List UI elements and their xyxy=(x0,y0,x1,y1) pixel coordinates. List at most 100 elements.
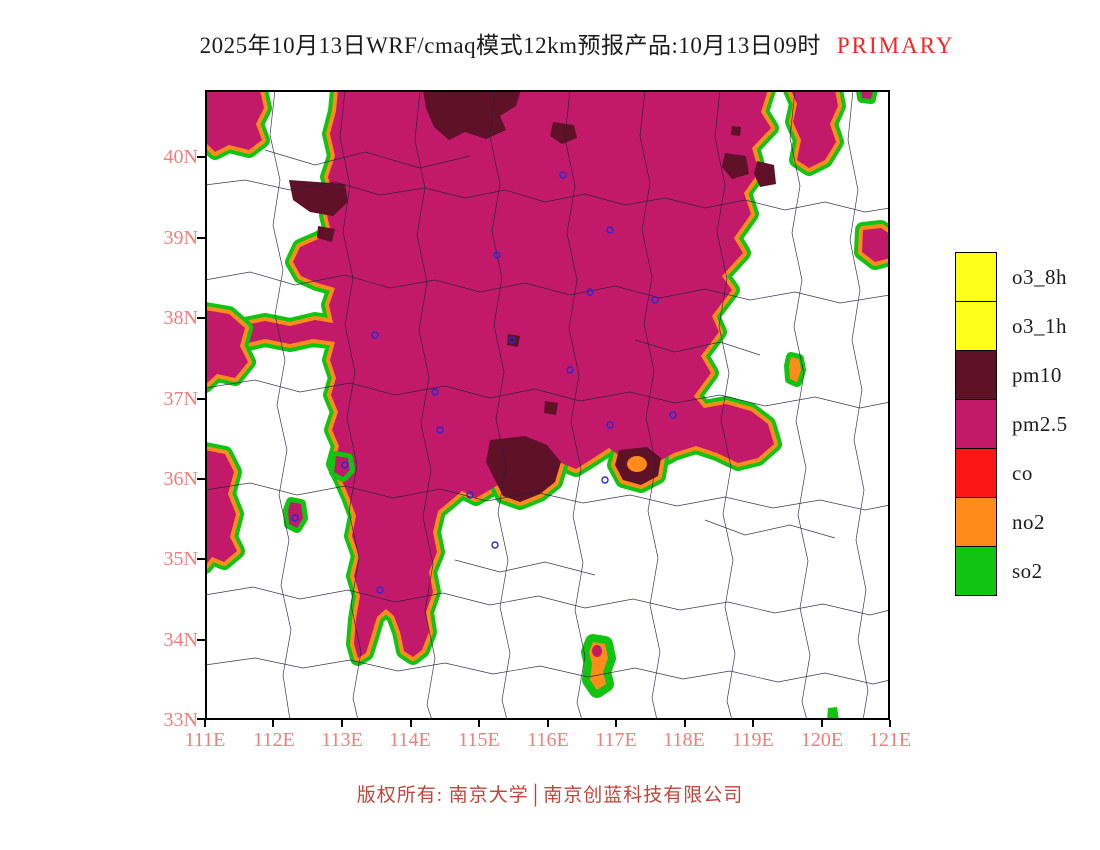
county-boundaries xyxy=(205,90,890,720)
pm10-patch xyxy=(544,401,558,415)
legend-item: so2 xyxy=(955,546,1068,596)
city-marker xyxy=(371,331,379,339)
city-marker xyxy=(601,476,609,484)
pm10-patch xyxy=(754,161,776,187)
y-axis-tick xyxy=(197,317,205,319)
x-axis-label: 117E xyxy=(595,729,637,751)
legend-label: so2 xyxy=(1012,558,1043,583)
x-axis-tick xyxy=(204,720,206,727)
city-marker xyxy=(491,541,499,549)
city-marker xyxy=(436,426,444,434)
y-axis-label: 40N xyxy=(163,146,198,168)
y-axis-label: 36N xyxy=(163,468,198,490)
y-axis-tick xyxy=(197,237,205,239)
x-axis-tick xyxy=(752,720,754,727)
no2-spot-bottom-center xyxy=(581,634,616,698)
x-axis-label: 111E xyxy=(184,729,226,751)
x-axis-label: 118E xyxy=(663,729,705,751)
map-panel xyxy=(205,90,890,720)
legend-label: no2 xyxy=(1012,509,1045,534)
x-axis-tick xyxy=(684,720,686,727)
map-svg xyxy=(205,90,890,720)
legend-label: pm10 xyxy=(1012,362,1062,387)
y-axis-label: 33N xyxy=(163,709,198,731)
pm10-patch xyxy=(486,436,561,502)
title-text: 2025年10月13日WRF/cmaq模式12km预报产品:10月13日09时 xyxy=(199,33,821,58)
legend-item: pm2.5 xyxy=(955,399,1068,449)
map-frame xyxy=(205,90,890,720)
x-axis-label: 112E xyxy=(253,729,295,751)
legend-label: co xyxy=(1012,460,1033,485)
x-axis-label: 121E xyxy=(868,729,912,751)
y-axis-label: 39N xyxy=(163,227,198,249)
copyright-footer: 版权所有: 南京大学│南京创蓝科技有限公司 xyxy=(356,785,744,806)
page-title: 2025年10月13日WRF/cmaq模式12km预报产品:10月13日09时 P… xyxy=(27,26,1100,60)
y-axis-tick xyxy=(197,718,205,720)
city-marker xyxy=(606,421,614,429)
no2-core-east-patch xyxy=(627,456,647,472)
x-axis-tick xyxy=(547,720,549,727)
city-marker xyxy=(559,171,567,179)
y-axis-tick xyxy=(197,478,205,480)
x-axis-tick xyxy=(410,720,412,727)
pm25-region-left-arm xyxy=(205,302,256,393)
pm10-patch xyxy=(731,126,741,136)
legend-swatch-co xyxy=(955,448,997,498)
legend-item: no2 xyxy=(955,497,1068,547)
city-marker xyxy=(466,491,474,499)
x-axis-tick xyxy=(821,720,823,727)
pm10-patch xyxy=(722,153,749,179)
so2-spot-bottom-edge xyxy=(827,707,839,720)
legend-label: o3_8h xyxy=(1012,264,1067,289)
pm25-region-topleft xyxy=(205,90,272,160)
legend-swatch-so2 xyxy=(955,546,997,596)
pm25-region-right-edge xyxy=(854,220,890,270)
pm25-region-main xyxy=(211,90,774,658)
x-axis-label: 114E xyxy=(389,729,431,751)
pm10-patch xyxy=(550,122,577,144)
legend-swatch-o3-1h xyxy=(955,301,997,351)
city-marker xyxy=(651,296,659,304)
city-markers xyxy=(291,171,677,594)
pm25-region-left-column xyxy=(205,442,245,574)
legend-item: o3_1h xyxy=(955,301,1068,351)
legend-swatch-no2 xyxy=(955,497,997,547)
legend-item: co xyxy=(955,448,1068,498)
legend-swatch-pm10 xyxy=(955,350,997,400)
city-marker xyxy=(566,366,574,374)
pm25-region-topright xyxy=(783,90,846,176)
y-axis-label: 34N xyxy=(163,629,198,651)
x-axis-label: 119E xyxy=(732,729,774,751)
x-axis-tick xyxy=(272,720,274,727)
legend-swatch-pm25 xyxy=(955,399,997,449)
city-marker xyxy=(431,388,439,396)
legend-item: o3_8h xyxy=(955,252,1068,302)
x-axis-tick xyxy=(615,720,617,727)
pm25-spot-top-far-right xyxy=(856,90,878,104)
city-marker xyxy=(606,226,614,234)
x-axis-tick xyxy=(889,720,891,727)
y-axis-label: 35N xyxy=(163,548,198,570)
pm10-patches xyxy=(289,90,776,502)
city-marker xyxy=(508,336,516,344)
x-axis-label: 115E xyxy=(458,729,500,751)
title-primary-tag: PRIMARY xyxy=(836,33,955,58)
city-marker xyxy=(291,514,299,522)
y-axis-tick xyxy=(197,558,205,560)
city-marker xyxy=(376,586,384,594)
y-axis-label: 37N xyxy=(163,388,198,410)
y-axis-tick xyxy=(197,639,205,641)
legend-item: pm10 xyxy=(955,350,1068,400)
x-axis-label: 120E xyxy=(800,729,844,751)
city-marker xyxy=(341,461,349,469)
y-axis-label: 38N xyxy=(163,307,198,329)
no2-spot-right-edge xyxy=(784,352,806,387)
legend: o3_8h o3_1h pm10 pm2.5 co no2 so2 xyxy=(955,252,1068,596)
pm10-patch xyxy=(423,90,521,140)
pm10-patch xyxy=(317,226,335,242)
city-marker xyxy=(586,288,594,296)
x-axis-tick xyxy=(341,720,343,727)
y-axis-tick xyxy=(197,156,205,158)
city-marker xyxy=(669,411,677,419)
legend-label: pm2.5 xyxy=(1012,411,1068,436)
